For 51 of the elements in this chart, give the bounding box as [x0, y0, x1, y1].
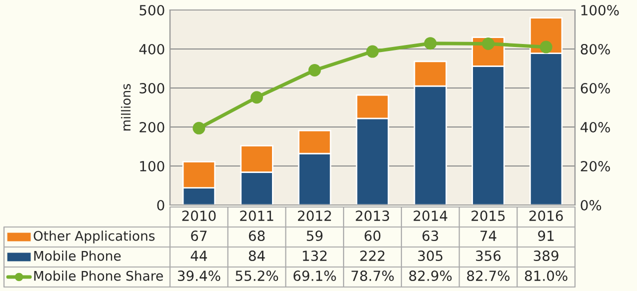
point: [192, 122, 206, 134]
point: [540, 40, 552, 54]
data-label: 84: [248, 250, 265, 262]
y2-tick-label: 40%: [580, 122, 610, 132]
point: [424, 37, 437, 50]
data-label: 78.7%: [352, 270, 394, 282]
data-label: 44: [190, 250, 207, 261]
data-label: 82.7%: [467, 270, 510, 282]
data-label: 389: [534, 250, 558, 262]
y2-tick-label: 0%: [580, 200, 602, 210]
point: [366, 45, 379, 58]
data-label: 74: [480, 230, 496, 241]
y-tick-label: 500: [140, 4, 164, 16]
data-label: 68: [248, 230, 265, 242]
point: [482, 37, 494, 50]
data-label: 81.0%: [524, 270, 568, 282]
data-label: 55.2%: [236, 270, 278, 282]
y-tick-label: 0: [157, 200, 164, 210]
y2-tick-label: 20%: [580, 160, 610, 172]
data-label: 132: [302, 250, 327, 262]
data-label: 67: [191, 230, 207, 242]
data-label: 222: [360, 250, 384, 261]
x-tick-label: 2010: [182, 210, 216, 222]
data-label: 60: [364, 230, 380, 242]
y2-tick-label: 80%: [580, 44, 610, 54]
data-label: 356: [476, 250, 501, 262]
x-tick-label: 2013: [356, 210, 390, 222]
x-tick-label: 2015: [472, 210, 505, 222]
y-tick-label: 100: [140, 160, 164, 172]
y2-tick-label: 100%: [581, 4, 619, 16]
point: [250, 91, 264, 104]
y-tick-label: 200: [140, 122, 164, 132]
data-label: 69.1%: [294, 270, 336, 282]
data-label: 59: [306, 230, 323, 242]
y-tick-label: 400: [139, 44, 164, 54]
data-label: 39.4%: [178, 270, 220, 282]
y-tick-label: 300: [140, 82, 164, 94]
legend-label: Mobile Phone Share: [34, 270, 163, 281]
x-tick-label: 2016: [529, 210, 563, 222]
data-label: 305: [418, 250, 442, 262]
x-tick-label: 2014: [414, 210, 448, 222]
x-tick-label: 2012: [298, 210, 331, 222]
legend-label: Other Applications: [34, 230, 155, 244]
y-axis-title: millions: [120, 84, 131, 130]
data-label: 91: [538, 230, 554, 242]
data-label: 63: [422, 230, 438, 242]
y2-tick-label: 60%: [580, 82, 610, 94]
legend-label: Mobile Phone: [34, 250, 121, 261]
data-label: 82.9%: [409, 270, 452, 282]
x-tick-label: 2011: [240, 210, 274, 222]
point: [308, 64, 321, 77]
